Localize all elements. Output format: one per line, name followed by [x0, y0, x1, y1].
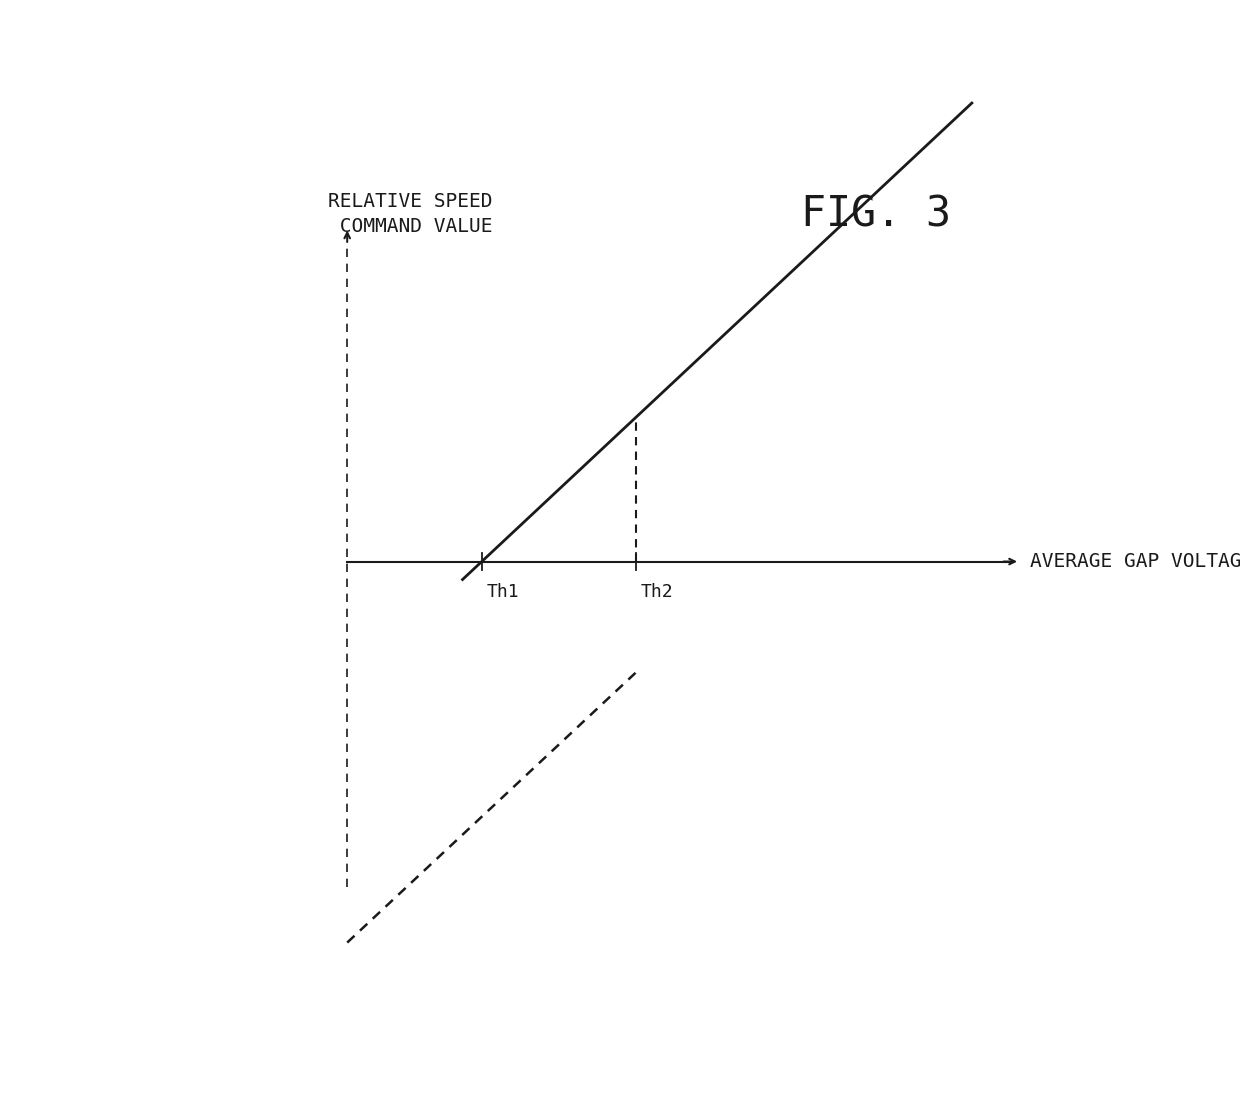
Text: RELATIVE SPEED: RELATIVE SPEED: [327, 191, 492, 210]
Text: Th2: Th2: [640, 583, 673, 600]
Text: Th1: Th1: [486, 583, 520, 600]
Text: FIG. 3: FIG. 3: [801, 193, 951, 236]
Text: AVERAGE GAP VOLTAGE: AVERAGE GAP VOLTAGE: [1029, 552, 1240, 572]
Text: COMMAND VALUE: COMMAND VALUE: [327, 217, 492, 236]
